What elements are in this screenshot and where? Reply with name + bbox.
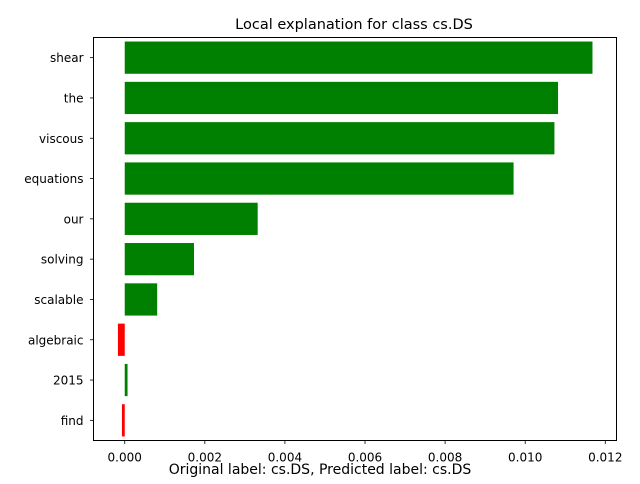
bar-find <box>121 404 125 437</box>
bar-algebraic <box>117 323 125 356</box>
bar-shear <box>124 41 593 74</box>
bars-group <box>117 41 593 437</box>
x-tick-label: 0.004 <box>268 451 302 465</box>
plot-frame <box>93 37 617 441</box>
x-tick-label: 0.010 <box>508 451 542 465</box>
y-tick-label: scalable <box>34 293 83 307</box>
bar-equations <box>124 162 514 195</box>
bar-solving <box>124 243 195 276</box>
bar-scalable <box>124 283 158 316</box>
y-tick-label: our <box>64 212 84 226</box>
y-tick-label: 2015 <box>53 374 84 388</box>
y-tick-label: the <box>64 91 84 105</box>
x-tick-label: 0.006 <box>348 451 382 465</box>
chart-title: Local explanation for class cs.DS <box>235 17 473 33</box>
bar-2015 <box>124 363 128 397</box>
y-tick-label: solving <box>41 253 84 267</box>
x-tick-label: 0.012 <box>588 451 622 465</box>
y-tick-label: viscous <box>39 132 83 146</box>
bar-our <box>124 202 258 235</box>
y-tick-label: shear <box>50 51 84 65</box>
y-axis: shear the viscous equations our solving scalab… <box>24 51 94 428</box>
x-tick-label: 0.002 <box>188 451 222 465</box>
prediction-label-text: Original label: cs.DS, Predicted label: … <box>169 462 472 478</box>
x-tick-label: 0.008 <box>428 451 462 465</box>
x-axis: 0.000 0.002 0.004 0.006 0.008 0.010 0.012 <box>108 440 622 465</box>
bar-viscous <box>124 122 555 155</box>
y-tick-label: find <box>61 414 84 428</box>
x-tick-label: 0.000 <box>108 451 142 465</box>
bar-the <box>124 81 559 115</box>
y-tick-label: equations <box>24 172 83 186</box>
y-tick-label: algebraic <box>28 333 84 347</box>
